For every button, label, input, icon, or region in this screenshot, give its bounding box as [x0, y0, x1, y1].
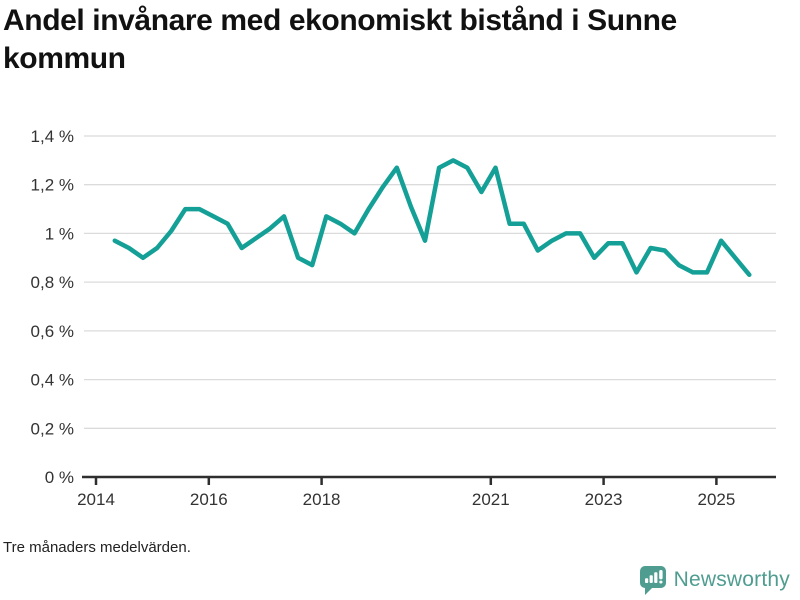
page-title: Andel invånare med ekonomiskt bistånd i …: [3, 4, 677, 75]
x-axis-tick-label: 2016: [190, 490, 228, 509]
x-axis-tick-label: 2023: [585, 490, 623, 509]
y-axis-tick-label: 0,8 %: [31, 273, 74, 292]
x-axis-tick-label: 2021: [472, 490, 510, 509]
y-axis-tick-label: 1,2 %: [31, 176, 74, 195]
newsworthy-logo-icon: [639, 565, 666, 595]
y-axis-tick-label: 0,2 %: [31, 419, 74, 438]
y-axis-tick-label: 1,4 %: [31, 127, 74, 146]
y-axis-tick-label: 0,4 %: [31, 371, 74, 390]
x-axis-tick-label: 2014: [77, 490, 115, 509]
y-axis-tick-label: 0,6 %: [31, 322, 74, 341]
y-axis-tick-label: 0 %: [45, 468, 74, 487]
logo-bars-and-exclamation: [644, 569, 663, 583]
newsworthy-logo-link[interactable]: Newsworthy: [639, 563, 790, 597]
x-axis-tick-label: 2025: [697, 490, 735, 509]
line-chart: 0 % 0,2 % 0,4 % 0,6 % 0,8 % 1 % 1,2 % 1,4 % 2014…: [0, 100, 800, 520]
chart-footnote: Tre månaders medelvärden.: [3, 539, 191, 556]
y-axis-tick-label: 1 %: [45, 224, 74, 243]
logo-bubble-shape: [639, 565, 666, 595]
data-line-andel-ekonomiskt-bistand: [112, 158, 752, 278]
newsworthy-wordmark: Newsworthy: [673, 568, 790, 591]
chart-canvas: 0 % 0,2 % 0,4 % 0,6 % 0,8 % 1 % 1,2 % 1,4 % 2014…: [31, 127, 776, 509]
x-axis-tick-label: 2018: [303, 490, 341, 509]
